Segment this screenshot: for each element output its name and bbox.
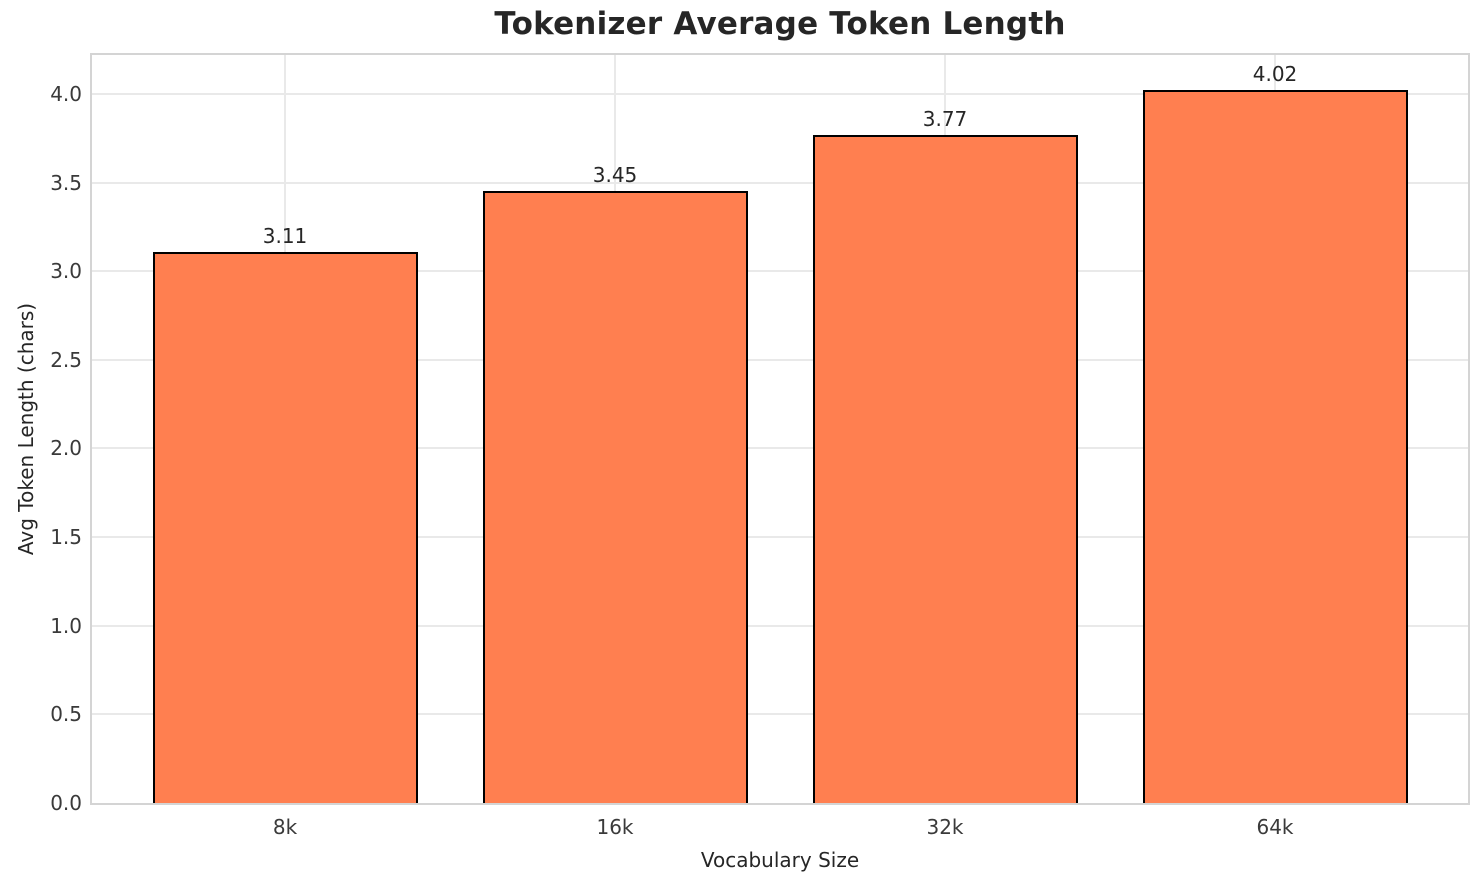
h-gridline: [92, 92, 1468, 95]
bar-value-label: 3.45: [592, 163, 638, 188]
bar-8k: [152, 251, 418, 803]
x-axis-label: Vocabulary Size: [700, 848, 860, 872]
y-tick-label: 4.0: [50, 81, 82, 106]
bar-32k: [812, 134, 1078, 803]
y-tick-label: 2.5: [50, 347, 82, 372]
y-tick-label: 0.5: [50, 702, 82, 727]
plot-area: 3.11 3.45 3.77 4.02: [90, 53, 1470, 805]
bar-16k: [482, 191, 748, 803]
bar-value-label: 3.11: [262, 223, 308, 248]
y-tick-label: 3.5: [50, 170, 82, 195]
y-tick-label: 0.0: [50, 791, 82, 815]
h-gridline: [92, 624, 1468, 627]
chart-title: Tokenizer Average Token Length: [494, 6, 1066, 42]
bar-value-label: 3.77: [922, 106, 968, 131]
h-gridline: [92, 713, 1468, 716]
y-tick-label: 2.0: [50, 436, 82, 461]
y-axis-label: Avg Token Length (chars): [14, 302, 38, 556]
bar-64k: [1142, 90, 1408, 803]
y-tick-label: 1.5: [50, 525, 82, 550]
x-tick-label: 64k: [1256, 815, 1294, 839]
bar-value-label: 4.02: [1252, 62, 1298, 87]
h-gridline: [92, 447, 1468, 450]
x-tick-label: 16k: [596, 815, 634, 839]
h-gridline: [92, 181, 1468, 184]
y-tick-label: 1.0: [50, 613, 82, 638]
x-tick-label: 8k: [272, 815, 298, 839]
h-gridline: [92, 536, 1468, 539]
h-gridline: [92, 270, 1468, 273]
h-gridline: [92, 358, 1468, 361]
y-tick-label: 3.0: [50, 259, 82, 284]
x-tick-label: 32k: [926, 815, 964, 839]
